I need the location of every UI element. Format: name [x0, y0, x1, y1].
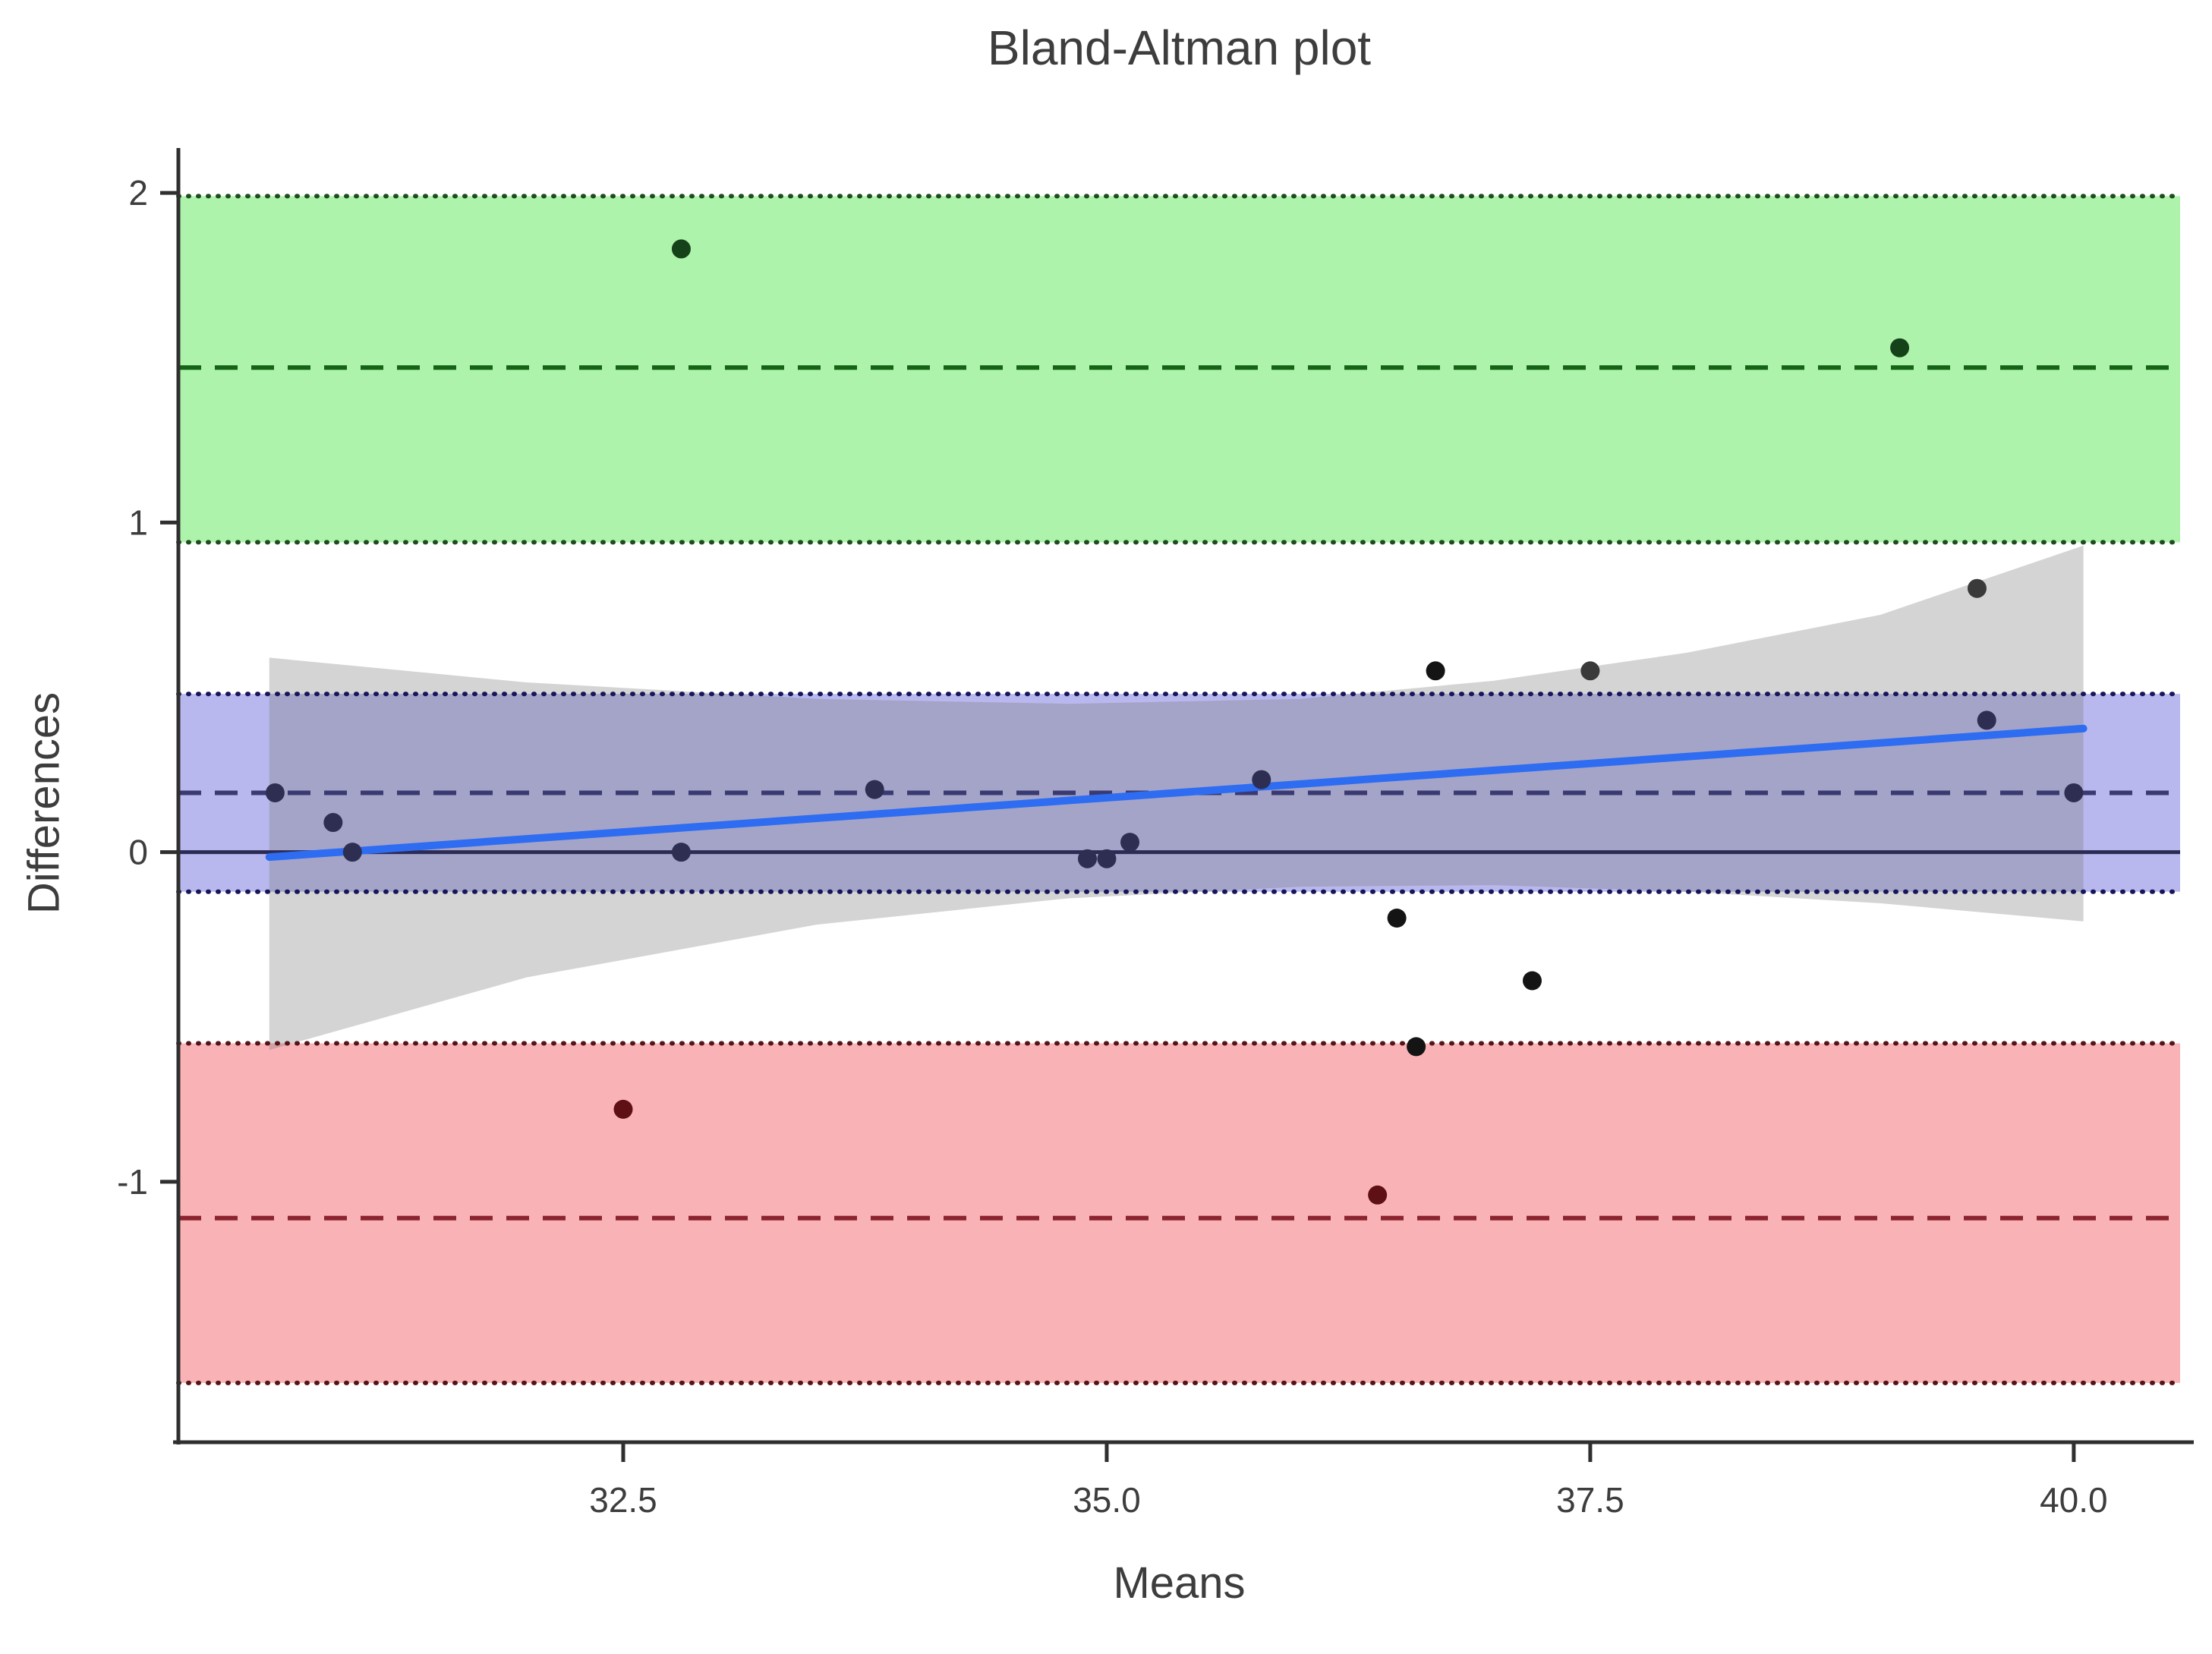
- data-point: [1407, 1037, 1426, 1057]
- data-point: [2064, 783, 2084, 802]
- y-tick-label: 1: [128, 503, 148, 542]
- data-point: [1368, 1185, 1388, 1205]
- data-point: [1522, 971, 1542, 991]
- data-point: [671, 843, 691, 862]
- plot-title: Bland-Altman plot: [987, 20, 1372, 75]
- data-point: [1580, 661, 1600, 681]
- data-point: [265, 783, 285, 802]
- data-point: [323, 813, 343, 833]
- y-tick-label: -1: [117, 1162, 148, 1202]
- data-point: [1967, 578, 1987, 598]
- data-point: [1977, 710, 1996, 730]
- x-tick-label: 40.0: [2040, 1480, 2108, 1520]
- data-point: [865, 780, 884, 799]
- y-tick-label: 0: [128, 833, 148, 872]
- data-point: [1252, 770, 1271, 789]
- data-point: [671, 239, 691, 259]
- data-point: [1890, 338, 1910, 358]
- x-tick-label: 35.0: [1073, 1480, 1141, 1520]
- regression-line: [265, 724, 2088, 862]
- data-point: [1426, 661, 1445, 681]
- x-tick-label: 37.5: [1556, 1480, 1624, 1520]
- data-point: [1097, 849, 1117, 868]
- data-point: [613, 1099, 633, 1119]
- lower-loa-band: [178, 1043, 2180, 1383]
- x-tick-label: 32.5: [589, 1480, 657, 1520]
- regression-ci-band: [269, 545, 2084, 1051]
- data-point: [1387, 908, 1407, 928]
- x-axis-title: Means: [1113, 1558, 1246, 1608]
- y-tick-label: 2: [128, 173, 148, 213]
- data-point: [1077, 849, 1097, 868]
- data-point: [1120, 833, 1140, 852]
- y-axis-title: Differences: [19, 692, 69, 915]
- data-point: [342, 843, 362, 862]
